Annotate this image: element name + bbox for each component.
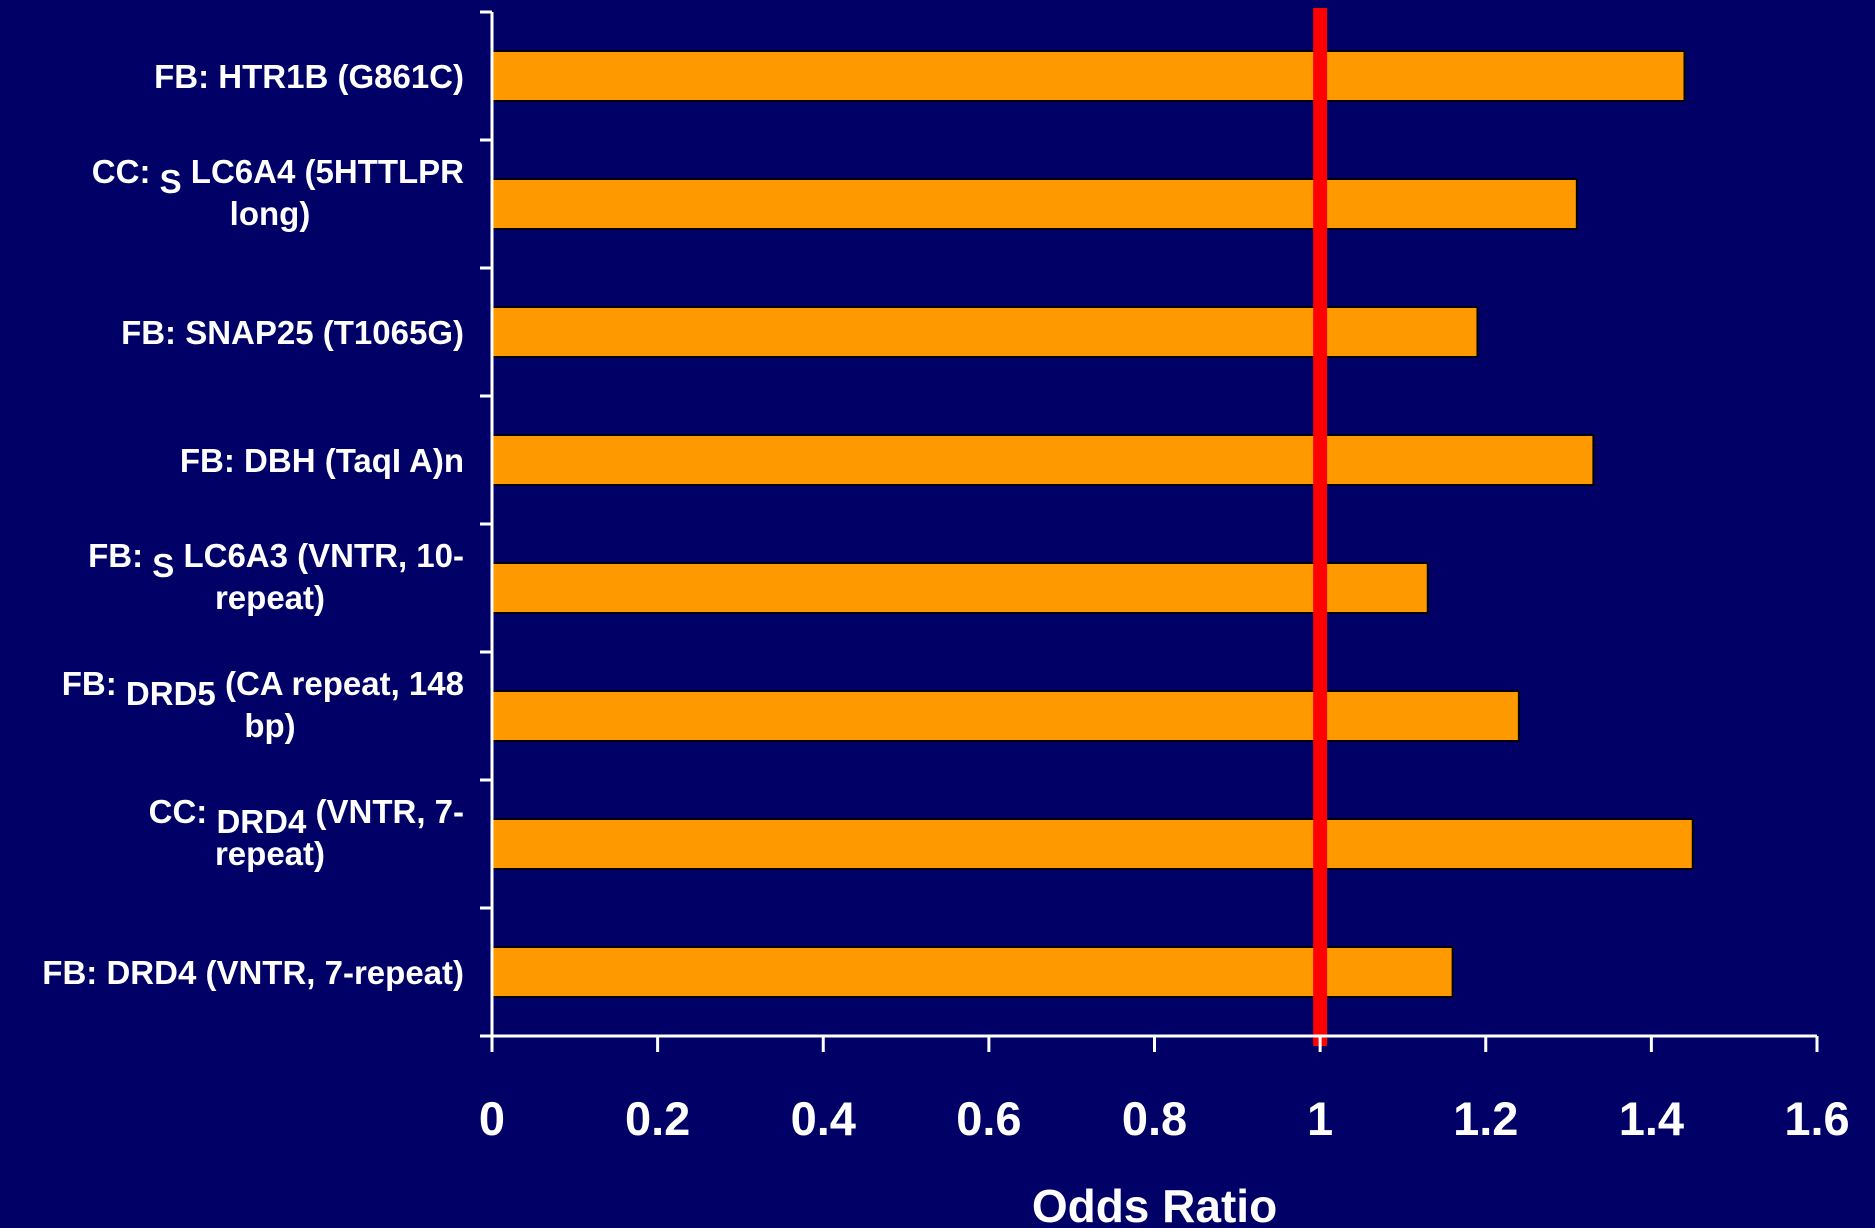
category-labels: FB: HTR1B (G861C) CC: S LC6A4 (5HTTLPRlon… xyxy=(42,58,464,991)
category-label-3: FB: SNAP25 (T1065G) xyxy=(121,314,464,351)
category-label-6: FB: DRD5 (CA repeat, 148 xyxy=(62,665,464,712)
x-tick-label-5: 1 xyxy=(1307,1092,1333,1145)
x-tick-label-3: 0.6 xyxy=(956,1092,1021,1145)
x-tick-label-1: 0.2 xyxy=(625,1092,690,1145)
x-tick-label-4: 0.8 xyxy=(1122,1092,1187,1145)
bar-5 xyxy=(491,562,1429,614)
bar-8 xyxy=(491,946,1454,998)
axes xyxy=(480,10,1819,1052)
category-label-2: CC: S LC6A4 (5HTTLPR xyxy=(92,153,464,200)
x-tick-label-0: 0 xyxy=(479,1092,505,1145)
category-label-8: FB: DRD4 (VNTR, 7-repeat) xyxy=(42,954,464,991)
category-label-4: FB: DBH (TaqI A)n xyxy=(180,442,464,479)
category-label-5: FB: S LC6A3 (VNTR, 10- xyxy=(88,537,464,584)
x-tick-label-7: 1.4 xyxy=(1619,1092,1684,1145)
bar-3 xyxy=(491,306,1479,358)
x-axis-title: Odds Ratio xyxy=(1032,1180,1277,1228)
x-tick-label-8: 1.6 xyxy=(1784,1092,1849,1145)
bar-2 xyxy=(491,178,1578,230)
bar-7 xyxy=(491,818,1694,870)
bar-6 xyxy=(491,690,1520,742)
x-tick-label-6: 1.2 xyxy=(1453,1092,1518,1145)
x-tick-label-2: 0.4 xyxy=(791,1092,856,1145)
category-label-7-line2: repeat) xyxy=(215,835,325,872)
category-label-1: FB: HTR1B (G861C) xyxy=(154,58,464,95)
category-label-5-line2: repeat) xyxy=(215,579,325,616)
category-label-7: CC: DRD4 (VNTR, 7- xyxy=(149,793,464,840)
category-label-2-line2: long) xyxy=(230,195,311,232)
bar-4 xyxy=(491,434,1595,486)
category-label-6-line2: bp) xyxy=(244,707,295,744)
bar-1 xyxy=(491,50,1686,102)
tick-labels: 0 0.2 0.4 0.6 0.8 1 1.2 1.4 1.6 xyxy=(479,1092,1850,1145)
